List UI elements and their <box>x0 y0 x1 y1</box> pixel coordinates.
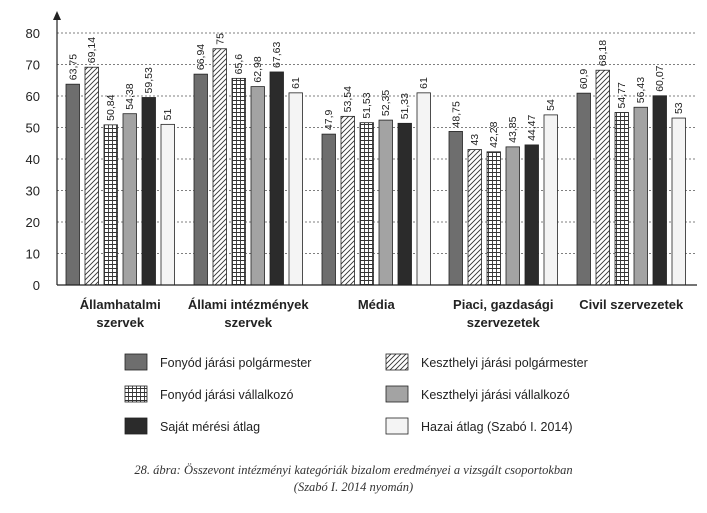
bar-value-label: 69,14 <box>86 37 98 63</box>
bar <box>65 83 80 286</box>
bar-value-label: 60,9 <box>578 69 590 90</box>
figure-caption: 28. ábra: Összevont intézményi kategóriá… <box>0 462 707 496</box>
y-tick-label: 70 <box>26 58 40 73</box>
bar-value-label: 68,18 <box>597 40 609 66</box>
legend-swatch <box>385 353 409 371</box>
legend-swatch <box>124 417 148 435</box>
legend-label: Fonyód járási vállalkozó <box>160 388 293 402</box>
y-tick-label: 50 <box>26 121 40 136</box>
bar <box>652 95 667 286</box>
category-label: Államhatalmi <box>80 297 161 312</box>
category-label: Civil szervezetek <box>579 297 684 312</box>
bar <box>122 113 137 286</box>
bar <box>212 48 227 286</box>
bar-value-label: 66,94 <box>195 44 207 70</box>
category-label: Piaci, gazdasági <box>453 297 553 312</box>
bar-value-label: 61 <box>290 77 302 89</box>
bar-value-label: 56,43 <box>635 77 647 103</box>
bar-value-label: 62,98 <box>252 56 264 82</box>
caption-line-1: 28. ábra: Összevont intézményi kategóriá… <box>134 463 573 477</box>
bar <box>269 71 284 286</box>
bar-value-label: 44,47 <box>526 114 538 140</box>
y-tick-label: 20 <box>26 215 40 230</box>
y-tick-label: 0 <box>33 278 40 293</box>
category-label: szervek <box>224 315 272 330</box>
bar <box>141 97 156 286</box>
caption-line-2: (Szabó I. 2014 nyomán) <box>293 480 414 494</box>
legend-label: Fonyód járási polgármester <box>160 356 311 370</box>
bar-value-label: 59,53 <box>143 67 155 93</box>
y-tick-label: 60 <box>26 89 40 104</box>
y-tick-label: 30 <box>26 184 40 199</box>
category-label: Média <box>358 297 396 312</box>
legend-swatch <box>385 417 409 435</box>
bar-value-label: 75 <box>214 33 226 45</box>
bar-value-label: 43 <box>469 134 481 146</box>
bar <box>486 151 501 286</box>
legend-swatch <box>124 385 148 403</box>
bar <box>416 92 431 286</box>
legend-label: Keszthelyi járási vállalkozó <box>421 388 570 402</box>
bar <box>84 66 99 286</box>
legend-label: Hazai átlag (Szabó I. 2014) <box>421 420 572 434</box>
bar <box>543 114 558 286</box>
bar <box>576 92 591 286</box>
bar <box>524 144 539 286</box>
y-tick-label: 10 <box>26 247 40 262</box>
bar-chart: 0 10 20 30 40 50 60 70 80 63,75 66,94 47,9 48,75 60,… <box>26 11 697 435</box>
bar-value-label: 53 <box>673 102 685 114</box>
y-tick-label: 40 <box>26 152 40 167</box>
bar-value-label: 67,63 <box>271 42 283 68</box>
bar <box>250 86 265 286</box>
category-label: szervek <box>96 315 144 330</box>
bar <box>633 106 648 286</box>
bar <box>671 117 686 286</box>
bar <box>595 69 610 286</box>
category-label: Állami intézmények <box>188 297 309 312</box>
legend-swatch <box>385 385 409 403</box>
bar-value-label: 50,84 <box>105 94 117 120</box>
legend-label: Saját mérési átlag <box>160 420 260 434</box>
bar <box>467 149 482 286</box>
y-axis-arrow <box>53 11 61 20</box>
bar-value-label: 47,9 <box>323 110 335 131</box>
bar-value-label: 63,75 <box>67 54 79 80</box>
legend-label: Keszthelyi járási polgármester <box>421 356 588 370</box>
bar-value-label: 43,85 <box>507 116 519 142</box>
bar-value-label: 52,35 <box>380 90 392 116</box>
bar-value-label: 54 <box>545 99 557 111</box>
bar-value-label: 60,07 <box>654 65 666 91</box>
bar-value-label: 54,38 <box>124 83 136 109</box>
bar-value-label: 53,54 <box>342 86 354 112</box>
bar-value-label: 51 <box>162 109 174 121</box>
bar-value-label: 51,53 <box>361 92 373 118</box>
bar <box>397 122 412 286</box>
bar <box>288 92 303 286</box>
bar-value-label: 42,28 <box>488 121 500 147</box>
bar <box>359 122 374 286</box>
bar <box>505 146 520 286</box>
bar <box>160 123 175 286</box>
bar-value-label: 61 <box>418 77 430 89</box>
bar <box>231 77 246 286</box>
category-label: szervezetek <box>467 315 541 330</box>
bar-value-label: 51,33 <box>399 93 411 119</box>
bar-value-label: 54,77 <box>616 82 628 108</box>
bar <box>340 115 355 286</box>
legend-swatch <box>124 353 148 371</box>
bar <box>378 119 393 286</box>
y-tick-label: 80 <box>26 26 40 41</box>
bar <box>193 73 208 286</box>
bar <box>448 131 463 286</box>
bar <box>614 112 629 286</box>
bar <box>103 124 118 286</box>
bar-value-label: 65,6 <box>233 54 245 75</box>
bar-value-label: 48,75 <box>450 101 462 127</box>
bar <box>321 133 336 286</box>
